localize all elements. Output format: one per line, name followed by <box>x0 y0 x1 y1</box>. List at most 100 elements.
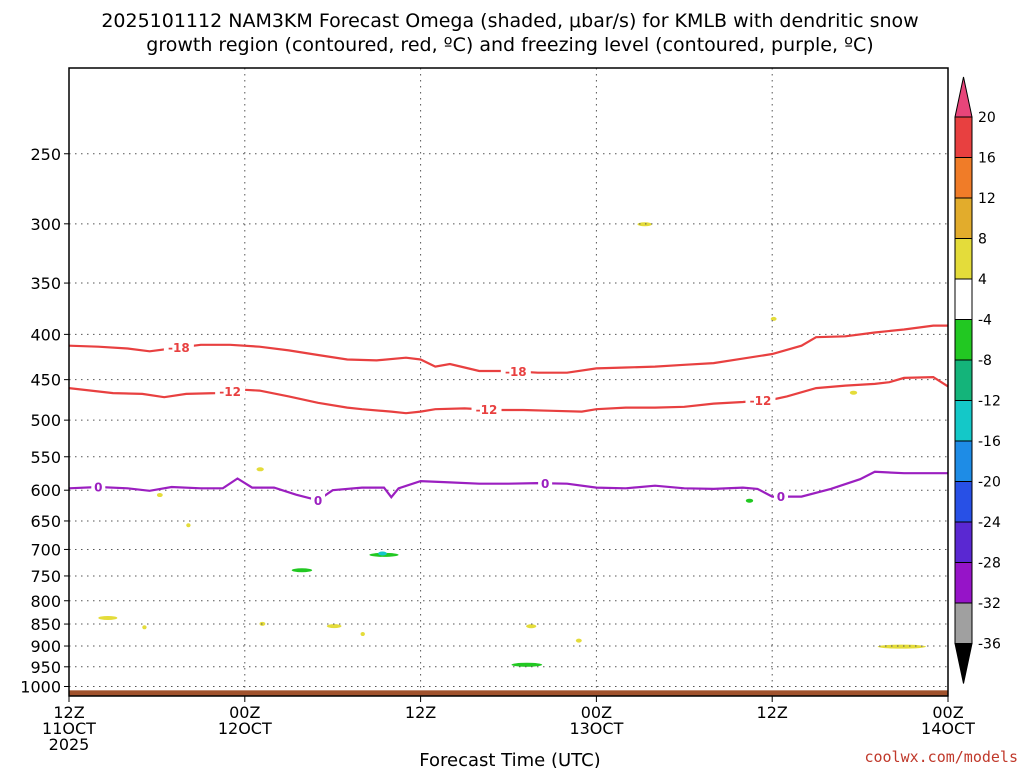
y-tick-label-650: 650 <box>30 512 61 531</box>
contour-label-bg-1-0 <box>215 384 246 399</box>
omega-region-0 <box>156 493 163 498</box>
colorbar-segment-12 <box>954 562 973 604</box>
y-axis-ticks: 250 300 350 400 450 500 550 600 650 700 750 800 850 9… <box>20 145 69 697</box>
omega-region-2 <box>256 467 264 472</box>
omega-region-18 <box>378 551 387 556</box>
colorbar-label-12: -32 <box>978 596 1001 612</box>
colorbar-segment-9 <box>954 440 973 482</box>
colorbar-segment-5 <box>954 278 973 320</box>
contour-label-bg-1-2 <box>745 393 776 408</box>
colorbar-segment-3 <box>954 197 973 239</box>
omega-region-14 <box>291 568 313 573</box>
colorbar-segment-2 <box>954 157 973 199</box>
colorbar: 20 16 12 8 4 -4 -8 -12 -16 -20 -24 -28 -32 -36 <box>954 76 1001 684</box>
x-axis-label: Forecast Time (UTC) <box>419 750 600 768</box>
y-tick-label-400: 400 <box>30 325 61 344</box>
y-tick-label-800: 800 <box>30 592 61 611</box>
contour-label-bg-2-2 <box>538 476 553 491</box>
chart-title-line-1: 2025101112 NAM3KM Forecast Omega (shaded… <box>101 10 918 32</box>
contour-label-2-0: 0 <box>94 480 102 494</box>
x-tick-label-4-1: 12Z <box>757 703 788 722</box>
colorbar-label-11: -28 <box>978 556 1001 572</box>
contour-label-bg-0-1 <box>500 364 531 379</box>
chart-title-line-2: growth region (contoured, red, ºC) and f… <box>146 34 873 56</box>
y-tick-label-750: 750 <box>30 567 61 586</box>
colorbar-label-3: 8 <box>978 232 987 248</box>
colorbar-segment-1 <box>954 116 973 158</box>
omega-region-17 <box>745 498 754 503</box>
y-tick-label-350: 350 <box>30 274 61 293</box>
omega-shading-layer <box>98 222 927 667</box>
omega-region-11 <box>770 316 777 321</box>
colorbar-label-5: -4 <box>978 313 992 329</box>
contour-label-2-2: 0 <box>541 477 549 491</box>
colorbar-segment-13 <box>954 602 973 644</box>
omega-region-4 <box>142 625 147 630</box>
contour-label-bg-1-1 <box>471 402 502 417</box>
omega-region-8 <box>526 624 537 629</box>
contour-label-2-3: 0 <box>777 490 785 504</box>
x-tick-label-0-1: 12Z <box>53 703 84 722</box>
x-tick-label-3-1: 00Z <box>581 703 612 722</box>
x-tick-label-3-2: 13OCT <box>569 719 623 738</box>
contour-label-0-0: -18 <box>168 341 190 355</box>
y-tick-label-500: 500 <box>30 411 61 430</box>
y-tick-label-1000: 1000 <box>20 678 61 697</box>
colorbar-segment-4 <box>954 238 973 280</box>
colorbar-bottom-arrow <box>954 643 973 684</box>
x-tick-label-0-2: 11OCT <box>42 719 96 738</box>
y-tick-label-450: 450 <box>30 371 61 390</box>
colorbar-segment-8 <box>954 400 973 442</box>
y-tick-label-700: 700 <box>30 540 61 559</box>
colorbar-label-2: 12 <box>978 191 996 207</box>
omega-region-1 <box>186 523 191 528</box>
omega-region-9 <box>575 638 582 643</box>
plot-area <box>69 68 948 696</box>
ground-surface <box>69 690 948 696</box>
colorbar-label-6: -8 <box>978 353 992 369</box>
y-tick-label-550: 550 <box>30 448 61 467</box>
y-tick-label-250: 250 <box>30 145 61 164</box>
plot-frame <box>68 67 949 697</box>
credit-text: coolwx.com/models <box>864 748 1018 766</box>
contour-label-1-0: -12 <box>219 385 241 399</box>
x-tick-label-1-1: 00Z <box>229 703 260 722</box>
colorbar-top-arrow <box>954 76 973 118</box>
surface-layer <box>69 690 948 696</box>
y-tick-label-600: 600 <box>30 481 61 500</box>
x-tick-label-0-3: 2025 <box>49 735 90 754</box>
contour-label-1-1: -12 <box>476 403 498 417</box>
contour-label-1-2: -12 <box>750 394 772 408</box>
colorbar-label-8: -16 <box>978 434 1001 450</box>
y-tick-label-850: 850 <box>30 615 61 634</box>
colorbar-label-1: 16 <box>978 151 996 167</box>
x-tick-label-2-1: 12Z <box>405 703 436 722</box>
temperature-contours: -18 -18 -12 -12 -12 0 0 0 0 <box>68 324 949 508</box>
contour-line-2 <box>68 470 948 502</box>
x-tick-label-5-2: 14OCT <box>921 719 975 738</box>
omega-region-13 <box>877 644 927 649</box>
x-tick-label-5-1: 00Z <box>932 703 963 722</box>
contour-label-0-1: -18 <box>505 365 527 379</box>
colorbar-segment-6 <box>954 319 973 361</box>
contour-label-bg-2-0 <box>91 479 106 494</box>
colorbar-segment-11 <box>954 521 973 563</box>
omega-region-3 <box>98 615 118 620</box>
contour-label-bg-2-3 <box>773 489 788 504</box>
contour-label-bg-0-0 <box>163 340 194 355</box>
pressure-grid <box>69 68 948 696</box>
contour-label-bg-2-1 <box>311 493 326 508</box>
colorbar-segment-7 <box>954 359 973 401</box>
y-tick-label-950: 950 <box>30 658 61 677</box>
omega-region-12 <box>849 390 858 395</box>
contour-line-0 <box>68 324 948 374</box>
colorbar-label-13: -36 <box>978 637 1001 653</box>
colorbar-label-4: 4 <box>978 272 987 288</box>
x-tick-label-1-2: 12OCT <box>218 719 272 738</box>
colorbar-label-9: -20 <box>978 475 1001 491</box>
omega-region-16 <box>511 662 543 667</box>
colorbar-segment-10 <box>954 481 973 523</box>
colorbar-label-10: -24 <box>978 515 1001 531</box>
